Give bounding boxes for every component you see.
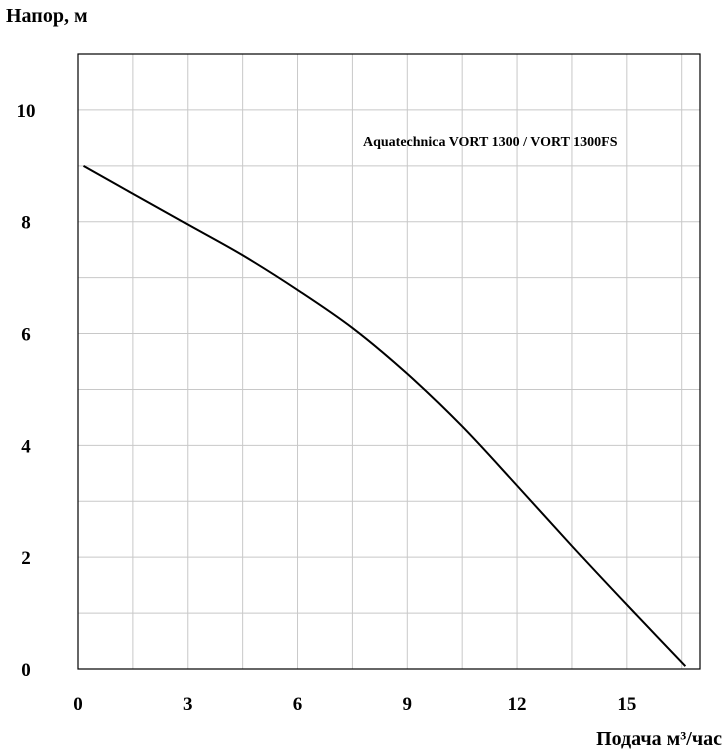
x-tick-label: 15 [617,694,636,715]
y-tick-label: 6 [21,325,31,346]
x-tick-label: 3 [183,694,193,715]
y-tick-label: 8 [21,213,31,234]
x-tick-label: 0 [73,694,83,715]
head-flow-curve [82,164,687,667]
y-axis-title: Напор, м [6,5,88,27]
y-tick-label: 2 [21,548,31,569]
x-tick-label: 9 [403,694,413,715]
plot-area-frame [77,53,701,670]
y-tick-label: 0 [21,660,31,681]
y-tick-label: 4 [21,436,31,457]
series-label: Aquatechnica VORT 1300 / VORT 1300FS [363,135,618,150]
y-tick-label: 10 [17,101,36,122]
x-tick-label: 12 [508,694,527,715]
axis-ticks: 0 3 6 9 12 15 0 2 4 6 8 10 [17,101,637,715]
x-tick-label: 6 [293,694,303,715]
grid [78,54,700,669]
x-axis-title: Подача м³/час [596,728,722,750]
